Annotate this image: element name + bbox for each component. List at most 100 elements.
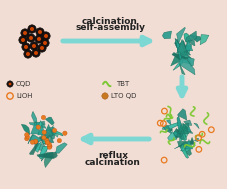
Polygon shape	[185, 40, 195, 46]
Polygon shape	[186, 126, 191, 132]
Circle shape	[25, 133, 29, 137]
Polygon shape	[183, 126, 189, 134]
Polygon shape	[180, 45, 188, 55]
Circle shape	[102, 93, 108, 99]
Polygon shape	[181, 143, 189, 158]
Circle shape	[30, 27, 34, 31]
Circle shape	[42, 32, 50, 40]
Circle shape	[42, 130, 46, 135]
Polygon shape	[178, 141, 192, 156]
Polygon shape	[173, 54, 191, 64]
Polygon shape	[48, 133, 56, 139]
Polygon shape	[38, 125, 46, 135]
Circle shape	[36, 125, 40, 129]
Polygon shape	[177, 44, 186, 51]
Polygon shape	[30, 140, 39, 155]
Polygon shape	[45, 136, 49, 141]
Polygon shape	[37, 152, 57, 159]
Polygon shape	[56, 143, 67, 153]
Circle shape	[63, 131, 67, 136]
Circle shape	[23, 31, 27, 35]
Polygon shape	[179, 63, 185, 75]
Polygon shape	[177, 46, 190, 53]
Polygon shape	[32, 112, 37, 129]
Polygon shape	[177, 46, 187, 50]
Polygon shape	[177, 130, 183, 138]
Circle shape	[36, 28, 44, 36]
Polygon shape	[47, 127, 54, 131]
Polygon shape	[184, 40, 193, 51]
Circle shape	[28, 25, 36, 33]
Text: LTO QD: LTO QD	[111, 93, 136, 99]
Polygon shape	[185, 139, 193, 149]
Polygon shape	[179, 40, 185, 49]
Circle shape	[32, 49, 40, 57]
Polygon shape	[187, 57, 194, 66]
Polygon shape	[29, 123, 46, 128]
Polygon shape	[44, 124, 53, 136]
Polygon shape	[21, 124, 30, 135]
Text: calcination: calcination	[85, 158, 141, 167]
Polygon shape	[173, 128, 181, 139]
Polygon shape	[189, 137, 195, 145]
Circle shape	[37, 37, 41, 41]
Polygon shape	[182, 146, 185, 150]
Polygon shape	[183, 44, 190, 52]
Circle shape	[35, 35, 43, 43]
Circle shape	[25, 135, 30, 139]
Circle shape	[9, 83, 11, 85]
Circle shape	[24, 45, 28, 49]
Polygon shape	[184, 43, 190, 50]
Polygon shape	[180, 134, 185, 139]
Polygon shape	[46, 130, 63, 136]
Polygon shape	[184, 33, 191, 43]
Circle shape	[45, 140, 50, 145]
Polygon shape	[49, 125, 54, 134]
Circle shape	[30, 140, 35, 144]
Polygon shape	[173, 131, 187, 137]
Circle shape	[26, 52, 30, 56]
Polygon shape	[39, 146, 49, 159]
Polygon shape	[50, 131, 58, 137]
Circle shape	[41, 115, 46, 120]
Polygon shape	[177, 39, 187, 51]
Circle shape	[52, 128, 57, 133]
Polygon shape	[177, 43, 182, 54]
Text: reflux: reflux	[98, 151, 128, 160]
Circle shape	[29, 36, 33, 40]
Text: self-assembly: self-assembly	[75, 23, 145, 32]
Polygon shape	[181, 133, 187, 139]
Circle shape	[21, 29, 29, 37]
Polygon shape	[43, 135, 47, 139]
Polygon shape	[45, 129, 50, 145]
Circle shape	[22, 43, 30, 51]
Polygon shape	[45, 117, 54, 125]
Polygon shape	[38, 121, 43, 127]
Circle shape	[48, 144, 52, 149]
Polygon shape	[49, 129, 55, 137]
Polygon shape	[35, 142, 47, 151]
Polygon shape	[178, 123, 189, 134]
Circle shape	[32, 44, 36, 48]
Polygon shape	[174, 145, 183, 149]
Circle shape	[7, 81, 13, 87]
Circle shape	[33, 139, 38, 144]
Polygon shape	[195, 138, 198, 142]
Polygon shape	[180, 145, 195, 152]
Polygon shape	[163, 31, 171, 39]
Polygon shape	[186, 31, 197, 42]
Circle shape	[30, 42, 38, 50]
Polygon shape	[175, 39, 184, 53]
Circle shape	[42, 135, 46, 140]
Text: TBT: TBT	[116, 81, 129, 87]
Circle shape	[57, 138, 62, 143]
Circle shape	[47, 145, 52, 149]
Polygon shape	[178, 45, 185, 53]
Polygon shape	[31, 122, 40, 134]
Polygon shape	[179, 58, 195, 75]
Polygon shape	[180, 132, 185, 141]
Polygon shape	[41, 130, 44, 145]
Polygon shape	[194, 123, 199, 129]
Polygon shape	[200, 34, 209, 45]
Circle shape	[21, 38, 25, 42]
